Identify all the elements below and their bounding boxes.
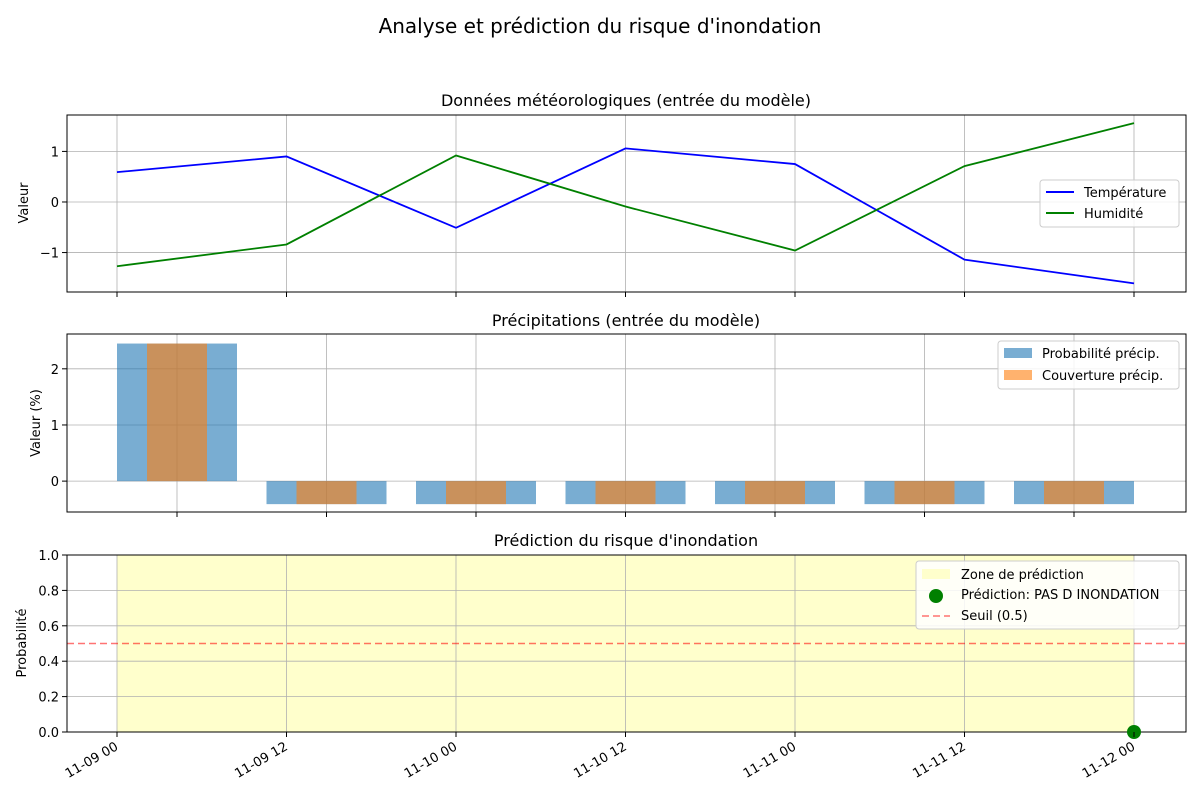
legend-prob-label: Probabilité précip. xyxy=(1042,347,1160,362)
panel-prediction-legend: Zone de prédiction Prédiction: PAS D INO… xyxy=(915,560,1180,630)
panel-precip-title: Précipitations (entrée du modèle) xyxy=(492,311,760,330)
panel-weather: Données météorologiques (entrée du modèl… xyxy=(17,91,1187,297)
panel-prediction-ylabel: Probabilité xyxy=(15,608,30,677)
bar-couverture xyxy=(147,343,207,482)
legend-cover-label: Couverture précip. xyxy=(1042,369,1163,384)
bar-couverture xyxy=(745,481,805,505)
legend-zone-swatch xyxy=(922,569,950,579)
legend-temperature-label: Température xyxy=(1083,186,1166,201)
legend-zone-label: Zone de prédiction xyxy=(961,568,1084,583)
legend-humidity-label: Humidité xyxy=(1084,207,1143,222)
panel-weather-legend: Température Humidité xyxy=(1039,179,1180,228)
panel-precip-legend: Probabilité précip. Couverture précip. xyxy=(997,340,1180,390)
y-tick-label: −1 xyxy=(40,247,59,262)
panel-weather-title: Données météorologiques (entrée du modèl… xyxy=(441,91,811,110)
bar-couverture xyxy=(595,481,656,505)
bar-couverture xyxy=(894,481,955,505)
bar-couverture xyxy=(1044,481,1104,505)
panel-prediction: Prédiction du risque d'inondation Probab… xyxy=(15,531,1187,741)
y-tick-label: 1.0 xyxy=(38,549,59,564)
y-tick-label: 0.4 xyxy=(38,655,59,670)
y-tick-label: 0 xyxy=(51,475,59,490)
y-tick-label: 0.0 xyxy=(38,726,59,741)
y-tick-label: 0.2 xyxy=(38,691,59,706)
bar-couverture xyxy=(296,481,357,505)
y-tick-label: 0 xyxy=(51,196,59,211)
legend-prediction-label: Prédiction: PAS D INONDATION xyxy=(961,588,1159,603)
bar-couverture xyxy=(446,481,506,505)
legend-cover-swatch xyxy=(1004,370,1032,380)
legend-threshold-label: Seuil (0.5) xyxy=(961,609,1028,624)
y-tick-label: 1 xyxy=(51,145,59,160)
y-tick-label: 1 xyxy=(51,419,59,434)
panel-precip: Précipitations (entrée du modèle) Valeur… xyxy=(29,311,1187,517)
y-tick-label: 0.8 xyxy=(38,584,59,599)
y-tick-label: 2 xyxy=(51,363,59,378)
legend-prob-swatch xyxy=(1004,348,1032,358)
legend-prediction-marker xyxy=(929,589,943,603)
figure-suptitle: Analyse et prédiction du risque d'inonda… xyxy=(379,14,822,38)
y-tick-label: 0.6 xyxy=(38,620,59,635)
panel-precip-ylabel: Valeur (%) xyxy=(29,389,44,457)
panel-prediction-title: Prédiction du risque d'inondation xyxy=(494,531,758,550)
panel-weather-ylabel: Valeur xyxy=(17,182,32,224)
